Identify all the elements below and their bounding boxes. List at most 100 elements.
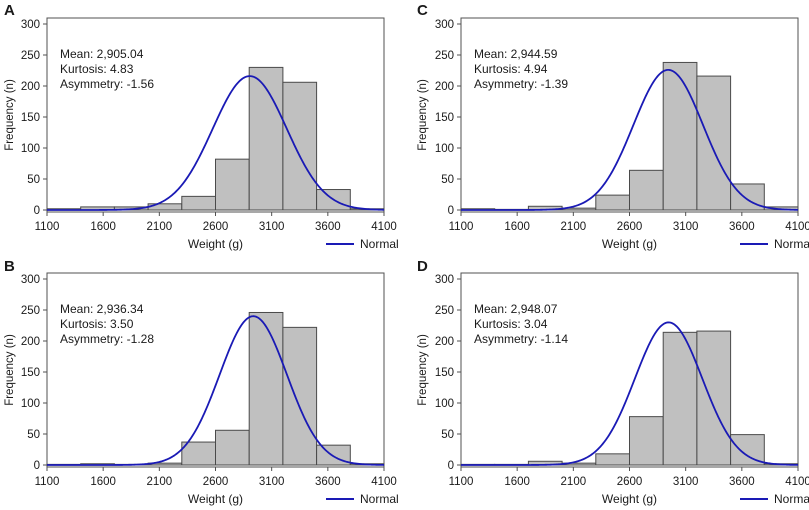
x-tick-label: 2600 bbox=[617, 221, 643, 233]
y-tick-label: 100 bbox=[435, 143, 454, 155]
y-tick-label: 50 bbox=[27, 429, 40, 441]
histogram-bar bbox=[730, 434, 765, 466]
stats-line: Kurtosis: 3.04 bbox=[474, 317, 548, 331]
y-tick-label: 300 bbox=[435, 19, 454, 31]
y-tick-label: 200 bbox=[435, 336, 454, 348]
histogram-bar bbox=[696, 75, 732, 211]
y-tick-label: 250 bbox=[435, 305, 454, 317]
x-tick-label: 3100 bbox=[259, 476, 285, 488]
histogram-bar bbox=[248, 66, 284, 211]
x-tick-label: 4100 bbox=[785, 221, 809, 233]
histogram-bar bbox=[595, 453, 630, 466]
x-tick-label: 3600 bbox=[315, 221, 341, 233]
x-tick-label: 2100 bbox=[561, 221, 587, 233]
y-tick-label: 200 bbox=[21, 336, 40, 348]
stats-line: Kurtosis: 4.94 bbox=[474, 62, 548, 76]
x-tick-label: 1100 bbox=[449, 476, 474, 488]
histogram-bar bbox=[181, 195, 217, 211]
x-tick-label: 2600 bbox=[617, 476, 643, 488]
panel-label-a: A bbox=[4, 2, 15, 19]
histogram-bar bbox=[215, 158, 250, 211]
panel-a: A 0 50 100 150 200 250 300 1100 1600 2100 2600 3100 3… bbox=[4, 2, 399, 251]
panel-label-c: C bbox=[417, 2, 428, 19]
x-tick-label: 1600 bbox=[504, 221, 530, 233]
y-tick-label: 50 bbox=[441, 174, 454, 186]
y-tick-label: 150 bbox=[21, 367, 40, 379]
y-tick-label: 250 bbox=[21, 50, 40, 62]
x-tick-label: 4100 bbox=[371, 221, 397, 233]
legend-label: Normal bbox=[774, 237, 809, 251]
y-tick-label: 100 bbox=[435, 398, 454, 410]
y-tick-label: 0 bbox=[448, 205, 454, 217]
histogram-bar bbox=[696, 330, 732, 466]
x-axis-label: Weight (g) bbox=[188, 492, 243, 506]
y-tick-label: 200 bbox=[21, 81, 40, 93]
panel-d: D 0 50 100 150 200 250 300 1100 1600 2100 2600 3100 3… bbox=[417, 258, 809, 506]
stats-line: Asymmetry: -1.56 bbox=[60, 77, 154, 91]
panel-b: B 0 50 100 150 200 250 300 1100 1600 2100 2600 3100 3… bbox=[4, 258, 399, 506]
normal-curve bbox=[47, 315, 385, 466]
y-tick-label: 300 bbox=[435, 274, 454, 286]
x-tick-label: 3600 bbox=[315, 476, 341, 488]
panel-label-b: B bbox=[4, 258, 15, 275]
x-tick-label: 2100 bbox=[147, 476, 173, 488]
x-axis-label: Weight (g) bbox=[602, 237, 657, 251]
x-tick-label: 1100 bbox=[449, 221, 474, 233]
y-tick-label: 0 bbox=[34, 460, 40, 472]
histogram-bar bbox=[248, 311, 284, 466]
y-axis-label: Frequency (n) bbox=[417, 79, 429, 151]
histogram-bar bbox=[595, 194, 630, 211]
histogram-bar bbox=[282, 326, 318, 466]
stats-line: Mean: 2,905.04 bbox=[60, 47, 144, 61]
normal-curve bbox=[461, 321, 799, 466]
x-tick-label: 3600 bbox=[729, 476, 755, 488]
x-tick-label: 4100 bbox=[371, 476, 397, 488]
legend-label: Normal bbox=[774, 492, 809, 506]
y-tick-label: 150 bbox=[21, 112, 40, 124]
histogram-bar bbox=[282, 81, 318, 211]
histogram-bar bbox=[662, 331, 698, 466]
stats-line: Kurtosis: 4.83 bbox=[60, 62, 134, 76]
x-axis-label: Weight (g) bbox=[188, 237, 243, 251]
stats-line: Mean: 2,936.34 bbox=[60, 302, 144, 316]
y-tick-label: 100 bbox=[21, 398, 40, 410]
legend-label: Normal bbox=[360, 492, 399, 506]
x-tick-label: 3600 bbox=[729, 221, 755, 233]
y-axis-label: Frequency (n) bbox=[4, 79, 16, 151]
y-tick-label: 0 bbox=[448, 460, 454, 472]
x-tick-label: 2600 bbox=[203, 221, 229, 233]
histogram-bar bbox=[662, 61, 698, 211]
x-tick-label: 3100 bbox=[673, 221, 699, 233]
x-tick-label: 2100 bbox=[561, 476, 587, 488]
x-axis-label: Weight (g) bbox=[602, 492, 657, 506]
histogram-bar bbox=[181, 441, 217, 466]
normal-curve bbox=[47, 75, 385, 211]
y-axis-label: Frequency (n) bbox=[4, 334, 16, 406]
stats-line: Mean: 2,948.07 bbox=[474, 302, 558, 316]
x-tick-label: 3100 bbox=[259, 221, 285, 233]
histogram-bar bbox=[215, 429, 250, 466]
panel-c: C 0 50 100 150 200 250 300 1100 1600 2100 2600 3100 3… bbox=[417, 2, 809, 251]
y-tick-label: 300 bbox=[21, 19, 40, 31]
y-tick-label: 0 bbox=[34, 205, 40, 217]
x-tick-label: 1100 bbox=[35, 476, 60, 488]
y-tick-label: 300 bbox=[21, 274, 40, 286]
x-tick-label: 2100 bbox=[147, 221, 173, 233]
histogram-bar bbox=[629, 169, 664, 211]
histogram-bar bbox=[629, 416, 664, 466]
legend-label: Normal bbox=[360, 237, 399, 251]
stats-line: Asymmetry: -1.14 bbox=[474, 332, 568, 346]
y-axis-label: Frequency (n) bbox=[417, 334, 429, 406]
y-tick-label: 50 bbox=[441, 429, 454, 441]
normal-curve bbox=[461, 69, 799, 211]
x-tick-label: 1600 bbox=[90, 476, 116, 488]
x-tick-label: 1600 bbox=[90, 221, 116, 233]
panel-label-d: D bbox=[417, 258, 428, 275]
y-tick-label: 150 bbox=[435, 367, 454, 379]
y-tick-label: 200 bbox=[435, 81, 454, 93]
stats-line: Asymmetry: -1.28 bbox=[60, 332, 154, 346]
x-tick-label: 2600 bbox=[203, 476, 229, 488]
x-tick-label: 3100 bbox=[673, 476, 699, 488]
y-tick-label: 50 bbox=[27, 174, 40, 186]
